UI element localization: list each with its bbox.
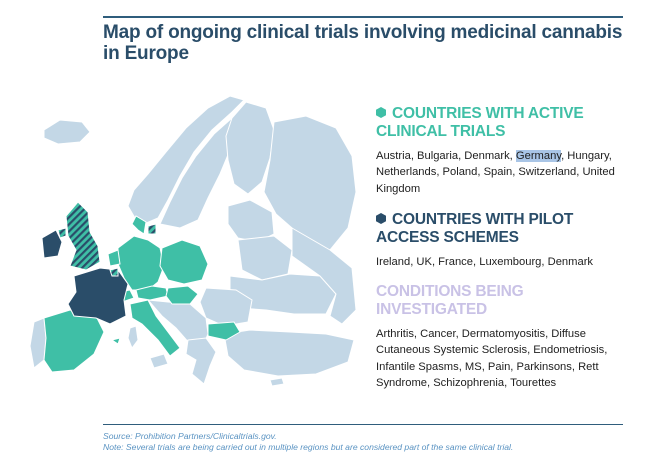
country-united-kingdom: [65, 201, 101, 271]
pilot-access-country-list: Ireland, UK, France, Luxembourg, Denmark: [376, 256, 594, 268]
hexagon-icon: [376, 213, 386, 224]
page-title: Map of ongoing clinical trials involving…: [103, 22, 623, 64]
country-belarus: [237, 235, 293, 281]
hexagon-icon: [376, 107, 386, 118]
island-balearics: [110, 337, 121, 345]
country-denmark: [131, 215, 147, 235]
country-iceland: [43, 119, 91, 145]
active-trials-heading-text: COUNTRIES WITH ACTIVE CLINICAL TRIALS: [376, 105, 584, 140]
active-trials-heading: COUNTRIES WITH ACTIVE CLINICAL TRIALS: [376, 105, 636, 141]
country-greece: [185, 337, 217, 385]
pilot-access-heading-text: COUNTRIES WITH PILOT ACCESS SCHEMES: [376, 211, 574, 246]
country-france: [67, 267, 129, 325]
country-finland: [225, 101, 275, 195]
country-ireland: [41, 229, 63, 259]
country-netherlands: [107, 249, 121, 267]
conditions-heading: CONDITIONS BEING INVESTIGATED: [376, 283, 524, 318]
country-portugal: [30, 317, 47, 369]
country-baltics: [227, 199, 275, 243]
country-northern-ireland: [57, 227, 67, 239]
country-romania: [199, 287, 253, 327]
highlighted-country: Germany: [515, 150, 562, 162]
conditions-list: Arthritis, Cancer, Dermatomyositis, Diff…: [376, 328, 608, 390]
conditions-section: CONDITIONS BEING INVESTIGATED Arthritis,…: [376, 283, 636, 392]
country-luxembourg: [109, 267, 119, 277]
country-norway: [127, 95, 245, 225]
country-poland: [159, 239, 209, 285]
bottom-rule: [103, 424, 623, 425]
active-trials-section: COUNTRIES WITH ACTIVE CLINICAL TRIALS Au…: [376, 105, 636, 197]
note-footnote: Note: Several trials are being carried o…: [103, 442, 514, 452]
country-russia-south: [291, 227, 357, 325]
country-hungary: [165, 285, 199, 305]
pilot-access-section: COUNTRIES WITH PILOT ACCESS SCHEMES Irel…: [376, 211, 636, 270]
active-trials-text-before: Austria, Bulgaria, Denmark,: [376, 150, 516, 162]
active-trials-text-after: , Hungary, Netherlands, Poland, Spain, S…: [376, 150, 615, 195]
country-bulgaria: [207, 321, 241, 341]
active-trials-country-list: Austria, Bulgaria, Denmark, Germany, Hun…: [376, 148, 636, 197]
europe-map: [30, 95, 357, 387]
island-sardinia: [127, 325, 139, 350]
country-italy: [129, 299, 181, 357]
country-denmark-islands: [147, 223, 157, 235]
top-rule: [103, 16, 623, 18]
country-germany: [117, 235, 165, 291]
country-russia-nw: [263, 115, 357, 251]
country-turkey: [223, 329, 355, 377]
source-footnote: Source: Prohibition Partners/Clinicaltri…: [103, 431, 277, 441]
island-sicily: [149, 353, 169, 369]
pilot-access-heading: COUNTRIES WITH PILOT ACCESS SCHEMES: [376, 211, 636, 247]
island-cyprus: [269, 377, 285, 387]
country-spain: [43, 309, 105, 373]
